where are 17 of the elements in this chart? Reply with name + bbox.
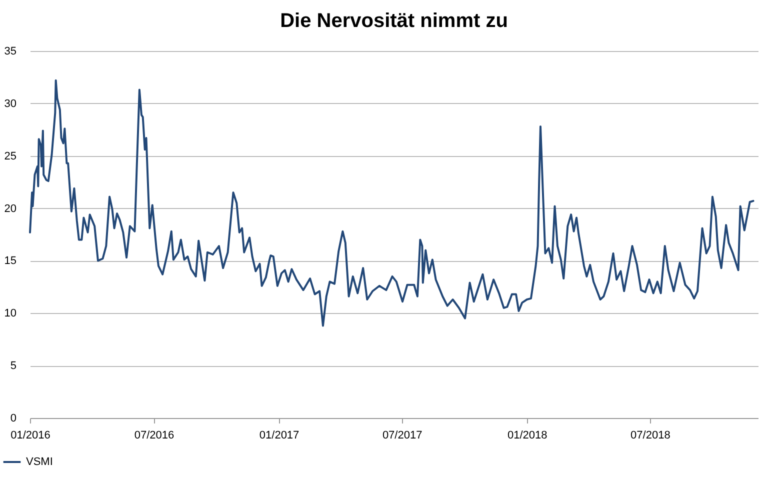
y-tick-label: 5 — [10, 360, 16, 372]
x-tick-label: 07/2018 — [630, 430, 670, 442]
chart-title: Die Nervosität nimmt zu — [280, 10, 508, 32]
y-tick-label: 25 — [4, 150, 16, 162]
legend-label: VSMI — [26, 456, 53, 468]
line-series — [29, 79, 754, 327]
y-tick-label: 30 — [4, 98, 16, 110]
x-tick-label: 07/2016 — [134, 430, 174, 442]
x-tick-label: 01/2017 — [259, 430, 300, 442]
y-tick-label: 15 — [4, 255, 16, 268]
x-tick-label: 01/2016 — [10, 430, 50, 442]
x-tick-label: 01/2018 — [508, 430, 548, 442]
x-tick-label: 07/2017 — [382, 430, 422, 442]
y-tick-label: 10 — [4, 308, 16, 320]
y-tick-label: 0 — [10, 412, 16, 424]
y-tick-label: 35 — [4, 46, 16, 58]
y-tick-label: 20 — [4, 202, 16, 215]
